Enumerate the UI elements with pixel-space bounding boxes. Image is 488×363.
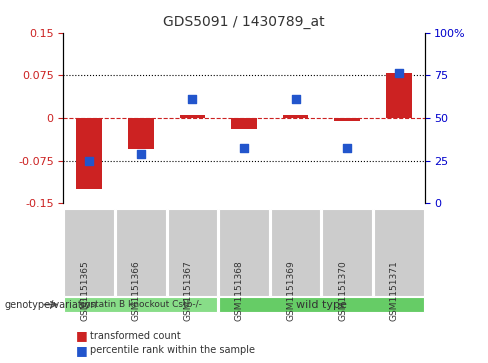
Text: GSM1151370: GSM1151370 bbox=[338, 260, 347, 321]
Text: percentile rank within the sample: percentile rank within the sample bbox=[90, 345, 255, 355]
Text: GDS5091 / 1430789_at: GDS5091 / 1430789_at bbox=[163, 15, 325, 29]
Bar bbox=[283, 115, 308, 118]
Text: GSM1151366: GSM1151366 bbox=[132, 260, 141, 321]
Point bbox=[343, 145, 351, 151]
Point bbox=[292, 96, 300, 102]
Bar bbox=[76, 118, 102, 189]
Text: cystatin B knockout Cstb-/-: cystatin B knockout Cstb-/- bbox=[80, 300, 202, 309]
Text: GSM1151371: GSM1151371 bbox=[390, 260, 399, 321]
Point bbox=[240, 145, 248, 151]
Text: genotype/variation: genotype/variation bbox=[5, 299, 98, 310]
Point bbox=[85, 158, 93, 163]
Bar bbox=[128, 118, 154, 149]
Text: ■: ■ bbox=[76, 329, 87, 342]
Text: GSM1151369: GSM1151369 bbox=[286, 260, 296, 321]
Text: GSM1151367: GSM1151367 bbox=[183, 260, 192, 321]
Bar bbox=[180, 115, 205, 118]
Bar bbox=[386, 73, 412, 118]
Bar bbox=[334, 118, 360, 121]
Text: GSM1151365: GSM1151365 bbox=[80, 260, 89, 321]
Point bbox=[188, 96, 196, 102]
Text: wild type: wild type bbox=[296, 299, 347, 310]
Point bbox=[395, 70, 403, 76]
Text: GSM1151368: GSM1151368 bbox=[235, 260, 244, 321]
Text: transformed count: transformed count bbox=[90, 331, 181, 341]
Text: ■: ■ bbox=[76, 344, 87, 357]
Point bbox=[137, 151, 145, 157]
Bar bbox=[231, 118, 257, 129]
